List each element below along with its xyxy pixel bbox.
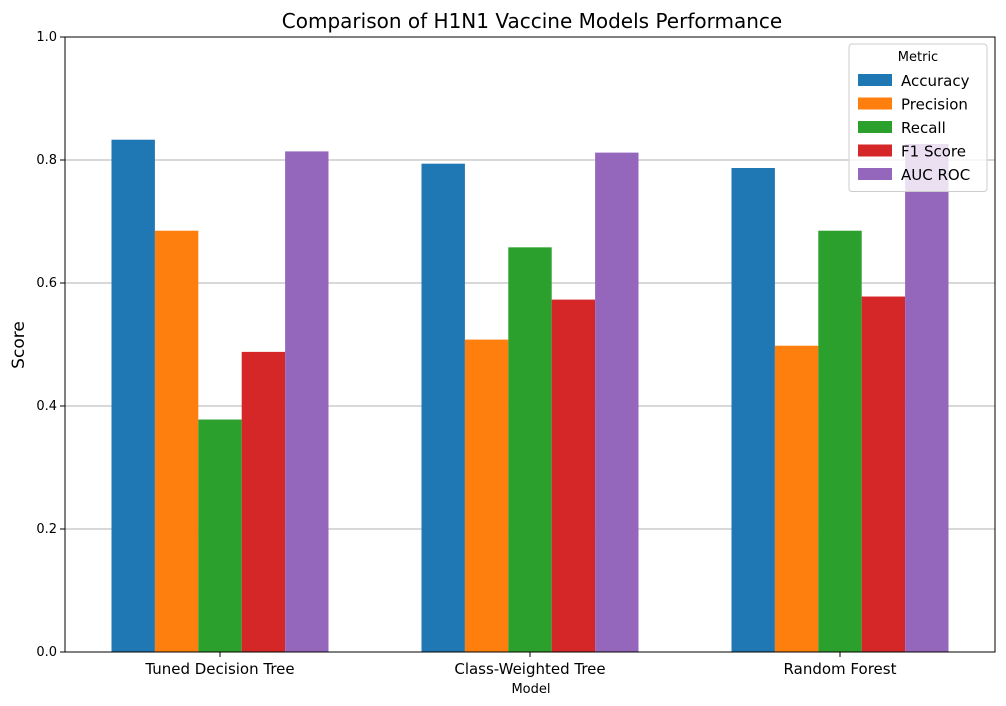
bar-auc-roc <box>905 144 949 652</box>
legend-label: Recall <box>901 119 946 137</box>
x-axis: Tuned Decision Tree Class-Weighted Tree Ra… <box>144 652 897 678</box>
bars <box>111 139 949 652</box>
bar-auc-roc <box>595 152 639 652</box>
y-tick-label: 0.6 <box>36 276 57 291</box>
legend-label: F1 Score <box>901 143 966 161</box>
legend-swatch <box>858 74 892 86</box>
y-tick-label: 0.4 <box>36 399 57 414</box>
legend-swatch <box>858 144 892 157</box>
legend-label: AUC ROC <box>901 166 970 184</box>
legend-swatch <box>858 97 892 110</box>
bar-f1-score <box>861 296 906 652</box>
bar-recall <box>508 247 552 652</box>
bar-accuracy <box>731 167 775 652</box>
bar-accuracy <box>111 139 155 652</box>
y-axis-label: Score <box>9 321 29 369</box>
chart-title: Comparison of H1N1 Vaccine Models Perfor… <box>282 9 782 33</box>
y-tick-label: 0.8 <box>36 153 57 168</box>
x-tick-label: Random Forest <box>784 660 897 678</box>
legend-swatch <box>858 168 892 180</box>
bar-recall <box>198 419 242 652</box>
bar-precision <box>464 339 509 652</box>
y-tick-label: 0.2 <box>36 522 57 537</box>
legend: Metric Accuracy Precision Recall F1 Score AUC… <box>848 43 988 192</box>
x-tick-label: Tuned Decision Tree <box>144 660 294 678</box>
legend-swatch <box>858 121 892 133</box>
bar-f1-score <box>551 299 596 652</box>
x-tick-label: Class-Weighted Tree <box>454 660 605 678</box>
bar-recall <box>818 230 862 652</box>
legend-title: Metric <box>898 50 938 65</box>
y-tick-label: 1.0 <box>36 30 57 45</box>
legend-label: Accuracy <box>901 72 970 90</box>
x-axis-label: Model <box>511 682 550 697</box>
bar-precision <box>774 345 819 652</box>
bar-accuracy <box>421 163 465 652</box>
bar-auc-roc <box>285 151 329 652</box>
bar-precision <box>154 230 199 652</box>
bar-f1-score <box>241 351 286 652</box>
y-axis: 0.0 0.2 0.4 0.6 0.8 1.0 <box>36 30 65 660</box>
legend-label: Precision <box>901 96 968 114</box>
y-tick-label: 0.0 <box>36 645 57 660</box>
